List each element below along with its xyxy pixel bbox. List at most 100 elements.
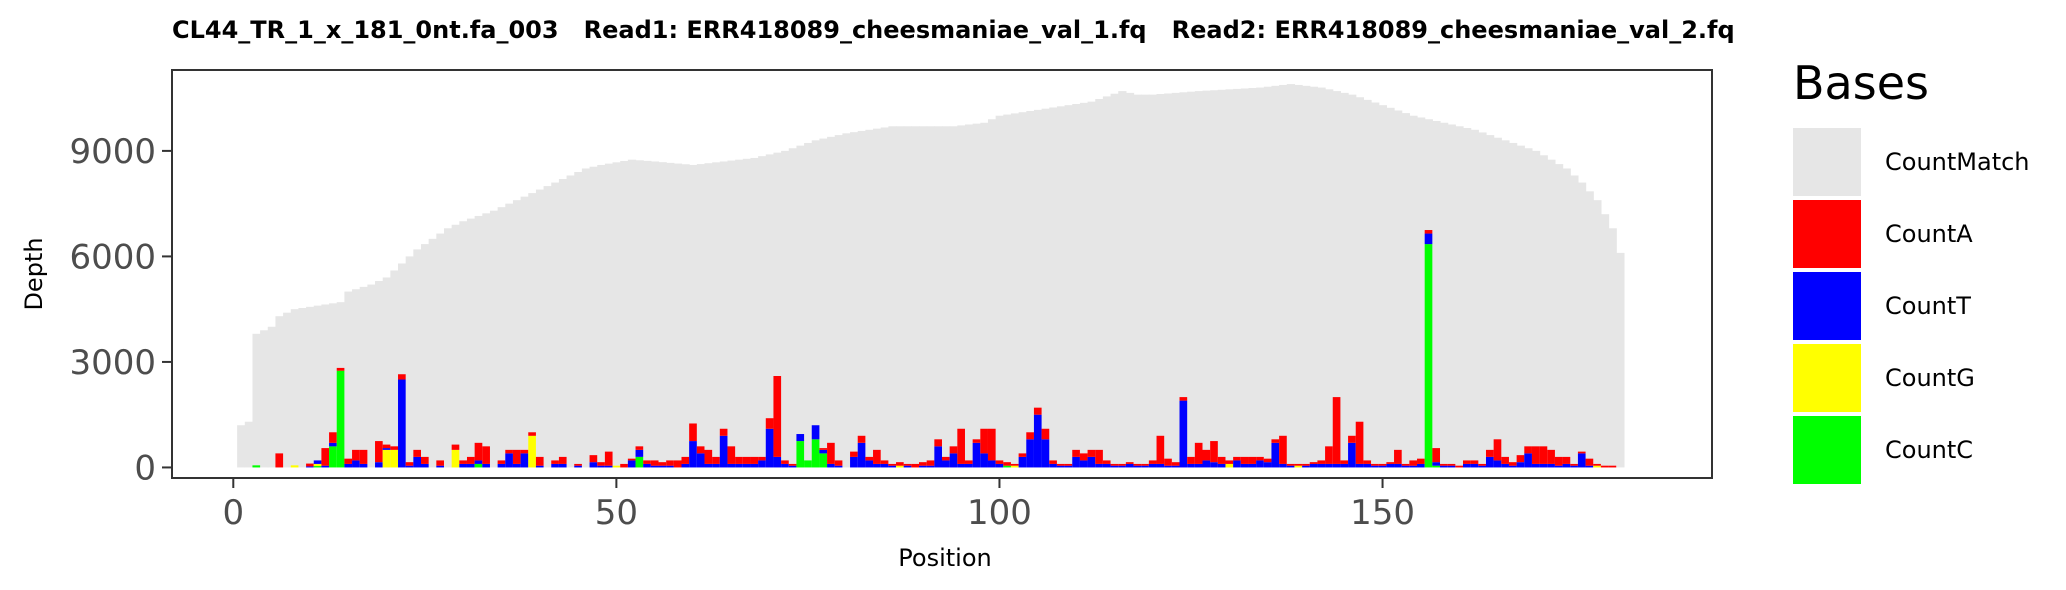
- mismatch-bar-countt: [865, 460, 874, 468]
- match-bar: [1485, 135, 1495, 468]
- mismatch-bar-countt: [980, 453, 988, 468]
- mismatch-bar-counta: [773, 376, 782, 457]
- match-bar: [574, 172, 583, 468]
- mismatch-bar-counta: [375, 441, 383, 463]
- match-bar: [1041, 108, 1050, 468]
- match-bar: [352, 289, 361, 468]
- match-bar: [566, 175, 575, 468]
- match-bar: [1102, 96, 1112, 468]
- mismatch-bar-countt: [704, 463, 713, 468]
- match-bar: [436, 233, 445, 468]
- mismatch-bar-counta: [1148, 460, 1157, 464]
- mismatch-bar-countg: [896, 465, 904, 468]
- mismatch-bar-countt: [1577, 453, 1586, 468]
- match-bar: [443, 228, 453, 468]
- mismatch-bar-counta: [398, 374, 406, 380]
- mismatch-bar-counta: [658, 462, 667, 466]
- mismatch-bar-countt: [359, 463, 368, 468]
- mismatch-bar-countt: [1263, 462, 1272, 468]
- mismatch-bar-counta: [1003, 462, 1011, 466]
- match-bar: [1179, 92, 1188, 468]
- mismatch-bar-counta: [704, 449, 713, 464]
- mismatch-bar-countt: [321, 465, 330, 468]
- mismatch-bar-countg: [451, 449, 460, 468]
- mismatch-bar-countt: [1026, 439, 1034, 468]
- mismatch-bar-countt: [1432, 462, 1441, 466]
- mismatch-bar-counta: [1125, 462, 1134, 464]
- mismatch-bar-counta: [329, 432, 337, 443]
- mismatch-bar-countt: [1562, 463, 1571, 468]
- mismatch-bar-counta: [352, 449, 360, 461]
- mismatch-bar-countg: [1593, 465, 1601, 468]
- mismatch-bar-countt: [658, 465, 667, 468]
- mismatch-bar-counta: [1187, 456, 1195, 464]
- mismatch-bar-counta: [643, 460, 651, 464]
- match-bar: [1332, 91, 1342, 468]
- mismatch-bar-counta: [865, 456, 874, 461]
- match-bar: [1194, 91, 1204, 468]
- mismatch-bar-countt: [1508, 465, 1517, 468]
- mismatch-bar-countt: [926, 465, 935, 468]
- match-bar: [1148, 94, 1158, 468]
- mismatch-bar-countg: [1294, 465, 1303, 468]
- mismatch-bar-countt: [712, 463, 720, 468]
- mismatch-bar-countg: [528, 435, 536, 468]
- mismatch-bar-counta: [382, 444, 391, 449]
- legend-key-countg: [1793, 344, 1861, 412]
- mismatch-bar-countc: [1003, 465, 1011, 468]
- mismatch-bar-counta: [512, 449, 521, 464]
- mismatch-bar-counta: [727, 446, 736, 464]
- match-bar: [964, 124, 974, 468]
- mismatch-bar-counta: [520, 449, 529, 454]
- match-bar: [1210, 90, 1219, 468]
- match-bar: [735, 159, 744, 468]
- mismatch-bar-countt: [727, 463, 736, 468]
- mismatch-bar-countt: [735, 463, 743, 468]
- mismatch-bar-countt: [1539, 463, 1548, 468]
- match-bar: [926, 126, 935, 468]
- match-bar: [857, 130, 866, 468]
- match-bar: [689, 164, 698, 468]
- mismatch-bar-countt: [888, 465, 897, 468]
- match-bar: [466, 218, 476, 468]
- match-bar: [1202, 90, 1211, 468]
- match-bar: [398, 263, 407, 468]
- match-bar: [306, 306, 315, 468]
- match-bar: [1386, 107, 1395, 468]
- mismatch-bar-counta: [1516, 455, 1525, 463]
- mismatch-bar-countt: [719, 435, 728, 468]
- match-bar: [919, 126, 928, 468]
- mismatch-bar-counta: [696, 446, 705, 454]
- match-bar: [1570, 175, 1579, 468]
- mismatch-bar-counta: [1263, 458, 1272, 463]
- match-bar: [673, 163, 683, 468]
- mismatch-bar-counta: [980, 428, 988, 454]
- match-bar: [260, 330, 269, 468]
- match-bar: [1348, 94, 1357, 468]
- y-tick-label: 3000: [69, 343, 156, 383]
- match-bar: [421, 244, 430, 468]
- mismatch-bar-countt: [512, 463, 521, 468]
- mismatch-bar-counta: [1539, 446, 1548, 464]
- mismatch-bar-countt: [942, 460, 950, 468]
- mismatch-bar-counta: [942, 456, 950, 461]
- mismatch-bar-countc: [804, 460, 812, 468]
- match-bar: [758, 156, 767, 468]
- match-bar: [1585, 191, 1594, 468]
- mismatch-bar-counta: [528, 432, 536, 436]
- mismatch-bar-counta: [589, 455, 598, 463]
- match-bar: [643, 160, 652, 468]
- mismatch-bar-countt: [957, 463, 965, 468]
- mismatch-bar-counta: [1118, 463, 1126, 466]
- match-bar: [505, 203, 514, 468]
- match-bar: [1049, 107, 1058, 468]
- mismatch-bar-countt: [1194, 463, 1203, 468]
- mismatch-bar-counta: [1493, 439, 1502, 461]
- match-bar: [589, 166, 598, 468]
- mismatch-bar-counta: [857, 435, 866, 443]
- match-bar: [1171, 92, 1181, 468]
- mismatch-bar-counta: [673, 460, 682, 468]
- match-bar: [796, 145, 805, 468]
- mismatch-bar-countt: [1087, 456, 1096, 468]
- match-bar: [650, 161, 660, 468]
